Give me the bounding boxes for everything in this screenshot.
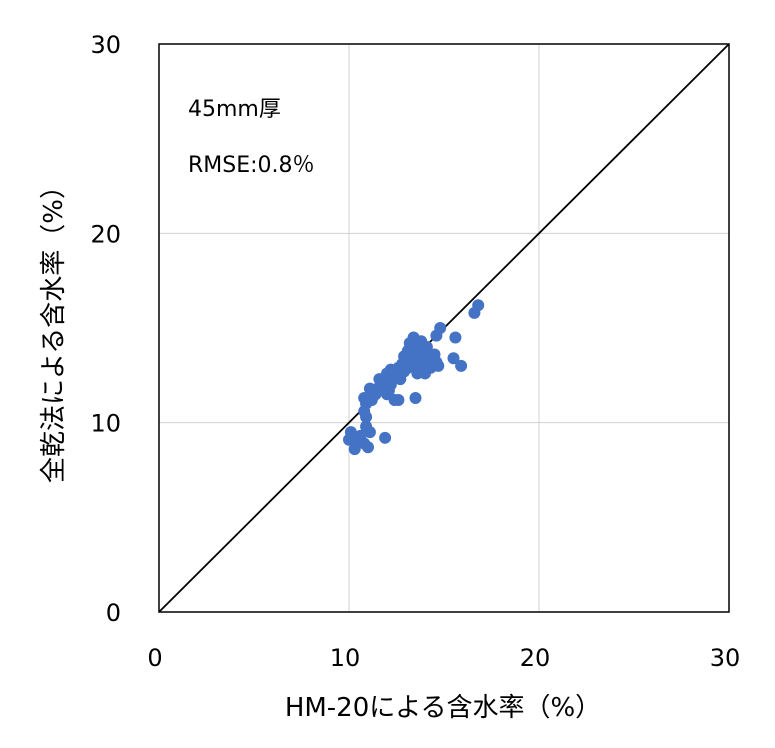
x-tick-label: 10: [330, 644, 361, 672]
data-point: [455, 359, 468, 372]
y-axis-tick-labels: 0 10 20 30: [90, 31, 121, 627]
x-axis-title: HM-20による含水率（%）: [285, 693, 601, 723]
data-point: [392, 393, 405, 406]
data-point: [379, 431, 392, 444]
y-axis-title: 全乾法による含水率（%）: [39, 173, 69, 483]
data-point: [449, 331, 462, 344]
data-point: [409, 392, 422, 405]
x-tick-label: 30: [710, 644, 741, 672]
y-tick-label: 30: [90, 31, 121, 59]
plot-area-frame: [158, 43, 730, 613]
annotation-rmse: RMSE:0.8％: [188, 153, 315, 178]
data-point: [472, 299, 485, 312]
data-point: [362, 441, 374, 454]
data-point: [430, 356, 443, 369]
y-tick-label: 0: [106, 599, 121, 627]
data-point: [344, 426, 357, 439]
y-tick-label: 20: [90, 220, 121, 248]
y-tick-label: 10: [90, 410, 121, 438]
x-axis-tick-labels: 0 10 20 30: [147, 644, 740, 672]
data-point: [447, 352, 460, 365]
data-point: [434, 322, 447, 334]
annotation-thickness: 45mm厚: [188, 97, 281, 122]
data-point: [363, 426, 376, 439]
x-tick-label: 20: [520, 644, 551, 672]
data-points: [343, 299, 485, 456]
x-tick-label: 0: [147, 644, 162, 672]
